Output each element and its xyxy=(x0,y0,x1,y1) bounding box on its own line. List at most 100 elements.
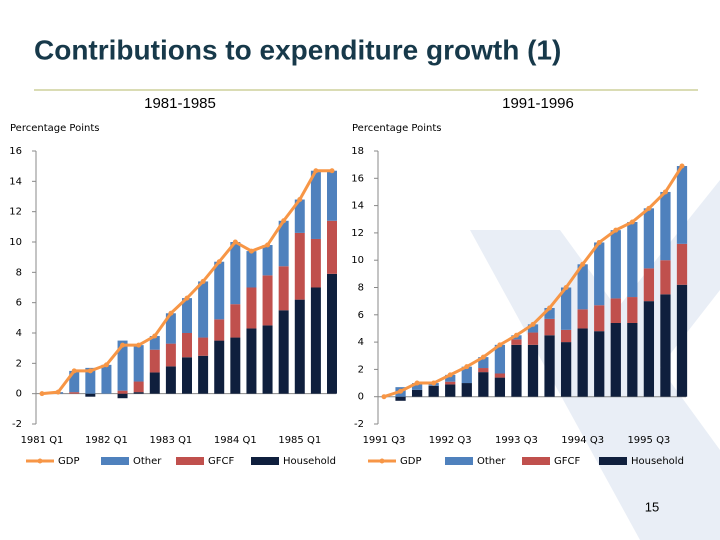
x-tick-label: 1995 Q3 xyxy=(627,435,670,446)
bar xyxy=(214,261,225,320)
bar xyxy=(246,251,257,288)
bar xyxy=(627,221,638,298)
y-tick-label: 6 xyxy=(358,310,364,321)
marker xyxy=(414,380,420,386)
bar xyxy=(182,298,192,333)
bar xyxy=(445,374,456,382)
marker xyxy=(168,310,174,316)
bar xyxy=(278,266,289,311)
legend-swatch xyxy=(176,457,204,465)
bar xyxy=(395,396,406,401)
bar xyxy=(133,345,144,382)
bar xyxy=(294,232,305,300)
bar xyxy=(627,322,638,397)
y-tick-label: 18 xyxy=(351,146,364,157)
bar xyxy=(230,337,241,394)
marker xyxy=(679,163,685,169)
bar xyxy=(411,389,423,397)
y-tick-label: -2 xyxy=(354,419,364,430)
bar xyxy=(478,368,489,373)
legend-label: Household xyxy=(283,456,336,467)
marker xyxy=(464,364,470,370)
bar xyxy=(310,287,321,394)
bar xyxy=(461,383,472,397)
bar xyxy=(294,199,305,233)
slide-title: Contributions to expenditure growth (1) xyxy=(34,34,561,65)
bar xyxy=(327,273,337,394)
y-tick-label: 4 xyxy=(358,337,364,348)
y-tick-label: 12 xyxy=(9,207,22,218)
marker xyxy=(281,218,287,224)
bar xyxy=(527,324,539,333)
chart-title: 1991-1996 xyxy=(502,95,574,112)
bar xyxy=(69,392,80,394)
y-tick-label: 10 xyxy=(9,237,22,248)
legend-swatch xyxy=(599,457,627,465)
bar xyxy=(149,349,160,373)
bar xyxy=(117,390,128,394)
y-tick-label: 0 xyxy=(358,392,364,403)
bar xyxy=(310,170,321,239)
marker xyxy=(530,321,536,327)
marker xyxy=(480,354,486,360)
y-tick-label: 2 xyxy=(16,358,22,369)
bar xyxy=(577,328,588,397)
legend-label: GFCF xyxy=(208,456,234,467)
axis-label: Percentage Points xyxy=(10,123,99,134)
bar xyxy=(494,373,506,378)
marker xyxy=(329,168,335,174)
marker xyxy=(184,295,190,301)
bar xyxy=(643,208,655,269)
legend-label: GFCF xyxy=(554,456,580,467)
y-tick-label: 0 xyxy=(16,389,22,400)
y-tick-label: 16 xyxy=(9,146,22,157)
bar xyxy=(676,243,688,285)
bar xyxy=(133,392,144,394)
bar xyxy=(133,381,144,393)
bar xyxy=(198,337,209,356)
bar xyxy=(511,344,522,397)
bar xyxy=(165,366,176,394)
x-tick-label: 1993 Q3 xyxy=(495,435,538,446)
page-number: 15 xyxy=(645,499,659,514)
x-tick-label: 1984 Q1 xyxy=(214,435,257,446)
bar xyxy=(445,381,456,385)
y-tick-label: 12 xyxy=(351,228,364,239)
bar xyxy=(577,309,588,329)
legend-swatch xyxy=(445,457,473,465)
x-tick-label: 1983 Q1 xyxy=(149,435,192,446)
bar xyxy=(461,366,472,384)
x-tick-label: 1991 Q3 xyxy=(363,435,406,446)
bar xyxy=(560,342,572,397)
y-tick-label: 8 xyxy=(358,283,364,294)
bar xyxy=(101,364,112,394)
bar xyxy=(560,287,572,330)
marker xyxy=(103,362,109,368)
marker xyxy=(297,197,303,203)
marker xyxy=(39,391,45,397)
bar xyxy=(594,331,605,397)
x-tick-label: 1982 Q1 xyxy=(85,435,128,446)
legend-label: Household xyxy=(631,456,684,467)
bar xyxy=(527,332,539,345)
marker xyxy=(596,239,602,245)
bar xyxy=(676,284,688,397)
legend-swatch xyxy=(251,457,279,465)
bar xyxy=(660,260,671,295)
bar xyxy=(262,325,273,394)
bar xyxy=(85,393,96,397)
bar xyxy=(182,333,192,358)
bar xyxy=(594,305,605,332)
marker xyxy=(497,342,503,348)
marker xyxy=(313,168,319,174)
bar xyxy=(643,301,655,397)
bar xyxy=(676,166,688,244)
bar xyxy=(230,242,241,305)
marker xyxy=(248,248,254,254)
marker xyxy=(71,368,77,374)
bar xyxy=(594,242,605,306)
y-tick-label: 14 xyxy=(351,201,364,212)
marker xyxy=(265,242,271,248)
y-tick-label: 2 xyxy=(358,364,364,375)
